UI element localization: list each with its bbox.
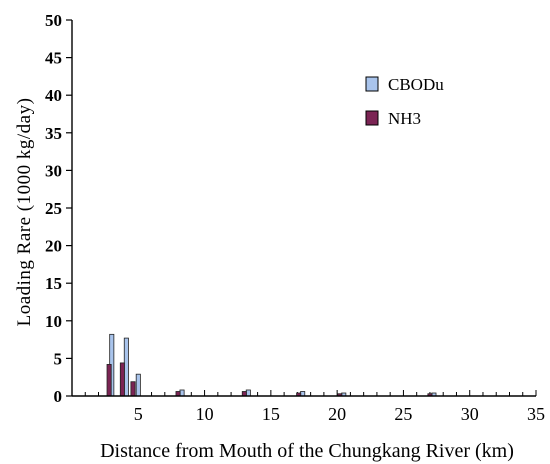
y-tick-label: 5 — [54, 349, 63, 368]
x-tick-label: 35 — [527, 404, 545, 424]
legend-swatch-cbodu — [365, 76, 379, 92]
legend-swatch-nh3 — [365, 110, 379, 126]
y-tick-label: 0 — [54, 387, 63, 406]
x-tick-label: 20 — [328, 404, 346, 424]
y-axis-ticks: 0 5 10 15 20 25 30 35 40 45 50 — [45, 11, 72, 406]
legend-label-cbodu: CBODu — [388, 75, 444, 94]
bar-nh3-2 — [130, 381, 136, 397]
bar-nh3-1 — [119, 362, 125, 397]
y-tick-label: 45 — [45, 49, 62, 68]
bars — [106, 333, 437, 397]
x-tick-label: 10 — [196, 404, 214, 424]
y-tick-label: 10 — [45, 312, 62, 331]
y-tick-label: 50 — [45, 11, 62, 30]
y-tick-label: 30 — [45, 161, 62, 180]
bar-cbodu-4 — [245, 389, 251, 397]
y-tick-label: 15 — [45, 274, 62, 293]
x-axis-ticks: 5 10 15 20 25 30 35 — [71, 390, 545, 424]
legend: CBODu NH3 — [365, 75, 444, 128]
y-tick-label: 40 — [45, 86, 62, 105]
bar-cbodu-3 — [179, 389, 185, 397]
bar-cbodu-2 — [135, 373, 141, 397]
bar-cbodu-1 — [123, 337, 129, 397]
y-tick-label: 35 — [45, 124, 62, 143]
bar-nh3-0 — [106, 364, 112, 397]
y-tick-label: 20 — [45, 237, 62, 256]
x-tick-label: 5 — [134, 404, 143, 424]
legend-label-nh3: NH3 — [388, 109, 421, 128]
x-tick-label: 15 — [262, 404, 280, 424]
x-tick-label: 30 — [461, 404, 479, 424]
x-axis-label: Distance from Mouth of the Chungkang Riv… — [100, 440, 514, 462]
y-axis-label: Loading Rare (1000 kg/day) — [14, 98, 35, 327]
x-tick-label: 25 — [394, 404, 412, 424]
y-tick-label: 25 — [45, 199, 62, 218]
